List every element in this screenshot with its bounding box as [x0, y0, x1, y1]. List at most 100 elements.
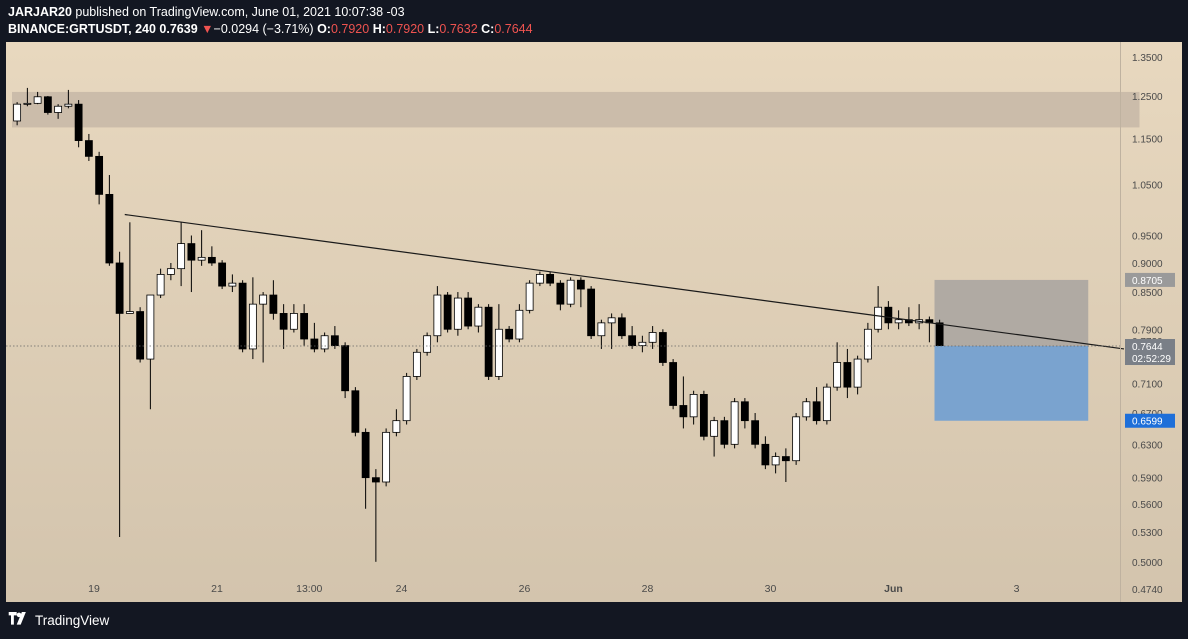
candle[interactable] [464, 292, 473, 330]
candle[interactable] [402, 372, 411, 425]
candle[interactable] [74, 100, 83, 148]
candle[interactable] [64, 89, 73, 109]
candle[interactable] [43, 95, 52, 115]
candle[interactable] [33, 91, 42, 105]
candle[interactable] [341, 342, 350, 399]
candle[interactable] [710, 416, 719, 457]
candle[interactable] [392, 409, 401, 437]
candle[interactable] [699, 390, 708, 441]
candle[interactable] [84, 133, 93, 161]
candle[interactable] [207, 246, 216, 266]
candle[interactable] [115, 251, 124, 538]
candle[interactable] [351, 387, 360, 437]
author-name[interactable]: JARJAR20 [8, 5, 72, 19]
candle[interactable] [330, 326, 339, 349]
candle[interactable] [443, 292, 452, 333]
trendline[interactable] [124, 213, 1125, 350]
candle[interactable] [730, 398, 739, 449]
candle[interactable] [638, 335, 647, 353]
stop-loss-zone[interactable] [934, 279, 1089, 347]
candle[interactable] [146, 294, 155, 410]
candle[interactable] [187, 235, 196, 293]
candle[interactable] [720, 416, 729, 449]
candle[interactable] [474, 304, 483, 333]
candle[interactable] [166, 262, 175, 281]
candle[interactable] [853, 355, 862, 395]
candle[interactable] [597, 319, 606, 349]
candle[interactable] [843, 348, 852, 399]
candle[interactable] [740, 398, 749, 429]
candle[interactable] [884, 301, 893, 330]
candle[interactable] [505, 326, 514, 343]
candle[interactable] [822, 383, 831, 425]
candle[interactable] [812, 387, 821, 425]
resistance-zone[interactable] [12, 91, 1140, 128]
candle[interactable] [679, 376, 688, 429]
candle[interactable] [556, 280, 565, 311]
chart-container[interactable]: 0.47400.50000.53000.56000.59000.63000.67… [6, 42, 1182, 602]
candle[interactable] [300, 304, 309, 346]
candle[interactable] [259, 292, 268, 363]
candle[interactable] [95, 151, 104, 205]
candle[interactable] [228, 274, 237, 293]
candle[interactable] [751, 413, 760, 449]
candle[interactable] [525, 280, 534, 314]
candle[interactable] [648, 326, 657, 349]
candle[interactable] [669, 359, 678, 410]
candle[interactable] [310, 322, 319, 353]
tradingview-brand[interactable]: TradingView [35, 612, 110, 628]
candle[interactable] [566, 277, 575, 308]
candle[interactable] [238, 280, 247, 353]
candle[interactable] [197, 230, 206, 266]
candle[interactable] [628, 326, 637, 349]
candle[interactable] [863, 322, 872, 363]
take-profit-zone[interactable] [934, 346, 1089, 421]
candle[interactable] [689, 390, 698, 425]
candle[interactable] [802, 398, 811, 421]
candle[interactable] [761, 436, 770, 470]
candle[interactable] [607, 313, 616, 349]
target-price-label[interactable]: 0.6599 [1125, 413, 1175, 428]
candle[interactable] [125, 222, 134, 314]
candle[interactable] [433, 286, 442, 343]
stop-price-label[interactable]: 0.8705 [1125, 272, 1175, 287]
candle[interactable] [484, 304, 493, 380]
tradingview-logo-icon[interactable] [8, 612, 30, 628]
candle[interactable] [587, 286, 596, 340]
candle[interactable] [494, 304, 503, 380]
candle[interactable] [248, 277, 257, 360]
candlestick-chart[interactable]: 0.47400.50000.53000.56000.59000.63000.67… [6, 42, 1182, 602]
candle[interactable] [177, 222, 186, 287]
candle[interactable] [771, 452, 780, 474]
candle[interactable] [361, 428, 370, 509]
candle[interactable] [218, 260, 227, 290]
candle[interactable] [412, 348, 421, 380]
candle[interactable] [289, 304, 298, 333]
candle[interactable] [658, 329, 667, 366]
candle[interactable] [617, 313, 626, 340]
candle[interactable] [535, 271, 544, 287]
candle[interactable] [546, 271, 555, 287]
candle[interactable] [279, 304, 288, 349]
candle[interactable] [453, 292, 462, 336]
candle[interactable] [54, 104, 63, 119]
candle[interactable] [136, 307, 145, 363]
candle[interactable] [320, 332, 329, 353]
candle[interactable] [382, 428, 391, 487]
candle[interactable] [371, 469, 380, 562]
candle[interactable] [576, 277, 585, 308]
candle[interactable] [515, 304, 524, 343]
candle[interactable] [269, 280, 278, 320]
candle[interactable] [935, 319, 944, 347]
candle[interactable] [105, 175, 114, 266]
candle[interactable] [792, 413, 801, 465]
candle[interactable] [23, 87, 32, 107]
candle[interactable] [423, 332, 432, 356]
candle[interactable] [833, 342, 842, 391]
candle[interactable] [781, 448, 790, 482]
candle[interactable] [13, 102, 22, 126]
candle[interactable] [874, 286, 883, 333]
candle[interactable] [894, 310, 903, 330]
candle[interactable] [156, 268, 165, 299]
